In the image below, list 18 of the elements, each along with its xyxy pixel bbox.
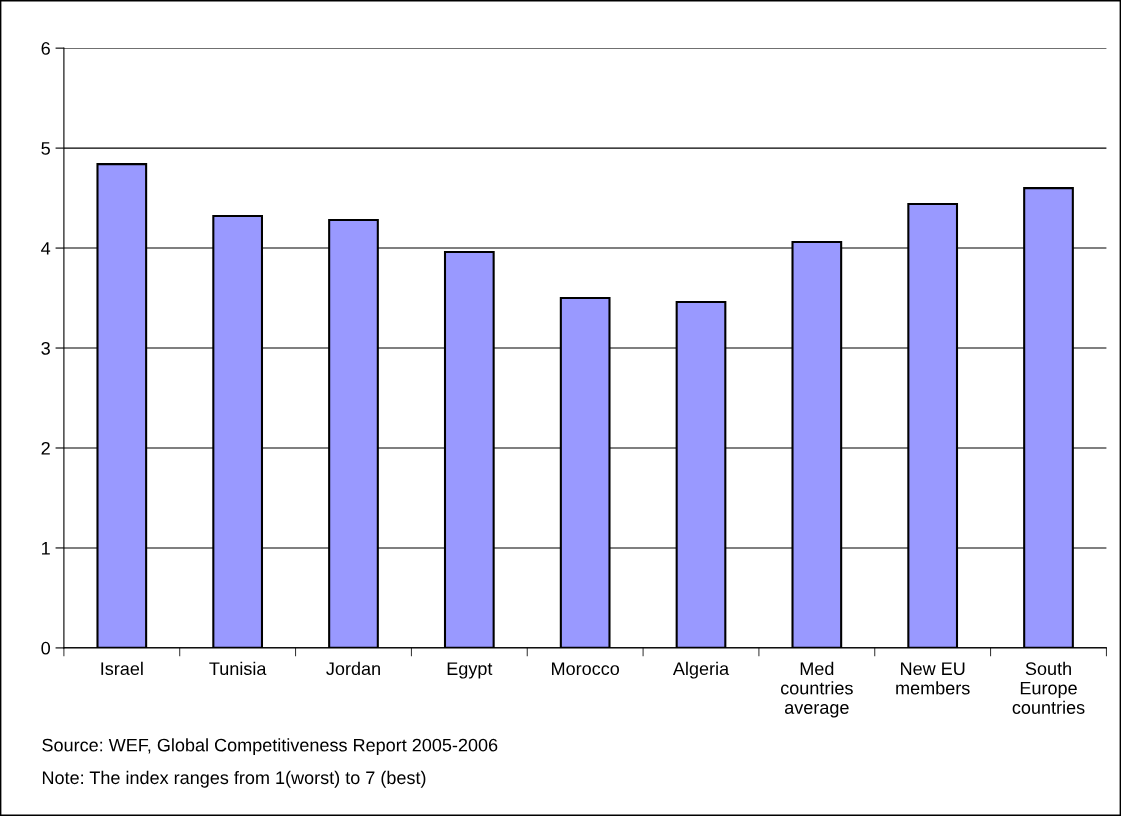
y-tick-label: 6 bbox=[41, 42, 50, 55]
y-tick-label: 2 bbox=[41, 441, 50, 455]
x-tick-label: Tunisia bbox=[209, 661, 267, 676]
x-tick-label: Jordan bbox=[326, 661, 380, 676]
x-tick-label: Egypt bbox=[447, 662, 493, 679]
x-tick-label: Israel bbox=[101, 661, 143, 676]
text: Note: The index ranges from 1(worst) to 7 (best) bbox=[42, 770, 426, 788]
y-tick-label: 1 bbox=[42, 542, 50, 555]
y-tick-label: 4 bbox=[41, 242, 51, 255]
source-note: Source: WEF, Global Competitiveness Report 2005-2006 bbox=[42, 738, 498, 756]
x-tick-label: Morocco bbox=[552, 662, 620, 676]
y-tick-label: 0 bbox=[41, 641, 50, 655]
x-tick-label: Med countries average bbox=[780, 661, 853, 718]
y-tick-label: 3 bbox=[41, 341, 50, 355]
y-tick-label: 5 bbox=[41, 142, 50, 155]
x-tick-label: South Europe countries bbox=[1012, 661, 1085, 714]
x-tick-label: Algeria bbox=[672, 661, 730, 679]
x-tick-label: New EU members bbox=[896, 662, 970, 695]
